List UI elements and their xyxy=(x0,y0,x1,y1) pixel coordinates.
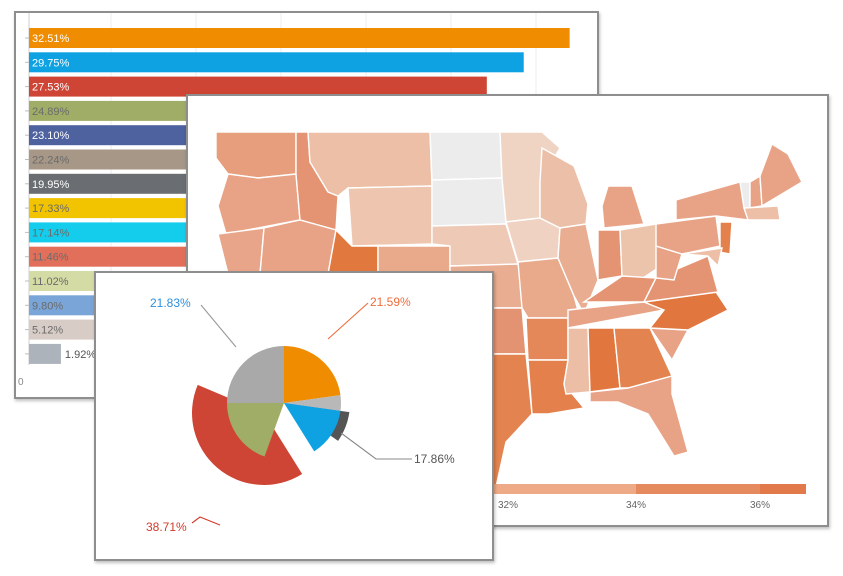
state-pa xyxy=(655,215,721,255)
bar-value-label: 27.53% xyxy=(32,82,70,94)
legend-band-3 xyxy=(636,484,760,494)
bar xyxy=(29,28,570,48)
pie-slice xyxy=(284,403,341,452)
x-axis-zero-label: 0 xyxy=(18,377,24,388)
leader-line xyxy=(200,304,237,348)
bar-value-label: 11.46% xyxy=(32,252,69,264)
state-fl xyxy=(589,375,689,457)
bar-value-label: 17.14% xyxy=(32,227,70,239)
legend-tick-label: 32% xyxy=(498,500,518,511)
bar xyxy=(29,52,524,73)
bar xyxy=(29,319,115,340)
state-ms xyxy=(563,327,591,395)
pie-slice-label: 21.83% xyxy=(150,296,191,310)
state-mi xyxy=(601,185,645,229)
leader-line xyxy=(340,432,412,460)
pie-slice-label: 38.71% xyxy=(146,520,187,534)
state-md xyxy=(681,247,723,268)
state-wi xyxy=(539,146,589,229)
state-sd xyxy=(431,177,507,227)
legend-band-4 xyxy=(760,484,806,494)
bar-value-label: 24.89% xyxy=(32,106,70,118)
legend-band-2 xyxy=(494,484,636,494)
state-ma xyxy=(743,205,781,221)
bar-value-label: 11.02% xyxy=(32,276,69,288)
pie-slice-label: 21.59% xyxy=(370,295,411,309)
bar-value-label: 9.80% xyxy=(32,300,63,312)
legend-tick-label: 34% xyxy=(626,500,646,511)
bar xyxy=(29,246,220,267)
bar-value-label: 22.24% xyxy=(32,155,70,167)
legend-tick-label: 36% xyxy=(750,500,770,511)
state-nd xyxy=(429,131,503,181)
pie-chart-panel: 21.59% 17.86% 38.71% 21.83% xyxy=(94,271,494,561)
state-ar xyxy=(525,317,569,361)
state-in xyxy=(597,229,623,281)
state-nj xyxy=(719,221,733,255)
pie-slice xyxy=(227,346,284,403)
state-va xyxy=(642,255,719,303)
state-wa xyxy=(215,131,297,179)
pie-slice xyxy=(227,403,284,457)
leader-line xyxy=(327,302,369,340)
bar-value-label: 5.12% xyxy=(32,325,63,337)
bar xyxy=(29,76,487,97)
bar-value-label: 29.75% xyxy=(32,57,70,69)
state-me xyxy=(759,142,803,208)
pie-slice xyxy=(284,346,341,403)
state-oh xyxy=(619,223,665,281)
state-wy xyxy=(347,185,433,247)
bar-value-label: 17.33% xyxy=(32,203,70,215)
pie-chart: 21.59% 17.86% 38.71% 21.83% xyxy=(146,295,455,534)
leader-line xyxy=(191,516,221,526)
bar-value-label: 1.92% xyxy=(65,349,96,361)
bar-value-label: 32.51% xyxy=(32,33,70,45)
pie-slice-label: 17.86% xyxy=(414,452,455,466)
bar xyxy=(29,343,61,364)
pie-slice xyxy=(284,395,341,411)
state-ny xyxy=(675,181,749,221)
bar-value-label: 19.95% xyxy=(32,179,70,191)
bar-value-label: 23.10% xyxy=(32,130,70,142)
